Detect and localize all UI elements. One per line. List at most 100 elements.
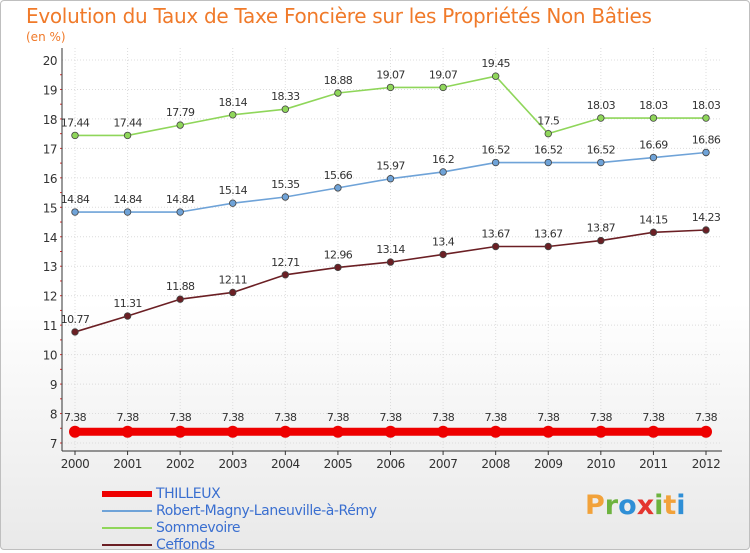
logo-letter: i bbox=[676, 490, 686, 521]
data-label: 15.35 bbox=[271, 178, 300, 191]
legend-item: Sommevoire bbox=[102, 519, 241, 536]
data-point bbox=[649, 153, 658, 162]
data-point bbox=[439, 250, 447, 259]
data-point bbox=[489, 425, 502, 438]
data-label: 7.38 bbox=[432, 411, 455, 424]
y-tick-label: 11 bbox=[43, 319, 57, 333]
data-point bbox=[123, 208, 132, 216]
data-label: 7.38 bbox=[327, 411, 350, 424]
data-label: 18.88 bbox=[324, 74, 353, 87]
data-label: 17.5 bbox=[537, 115, 560, 128]
data-point bbox=[544, 129, 552, 138]
data-label: 13.67 bbox=[481, 227, 510, 240]
data-label: 7.38 bbox=[537, 411, 560, 424]
data-label: 11.31 bbox=[113, 297, 142, 310]
data-label: 7.38 bbox=[642, 411, 665, 424]
logo-letter: r bbox=[604, 490, 619, 521]
x-tick-label: 2002 bbox=[166, 457, 195, 471]
unit-label: (en %) bbox=[26, 30, 66, 44]
x-tick-label: 2009 bbox=[534, 457, 563, 471]
data-label: 13.4 bbox=[432, 235, 455, 248]
data-point bbox=[123, 312, 132, 320]
data-point bbox=[174, 425, 187, 438]
data-label: 14.84 bbox=[61, 193, 90, 206]
data-label: 12.11 bbox=[219, 273, 248, 286]
legend-item: THILLEUX bbox=[102, 485, 221, 502]
series-0: 7.38 7.38 7.38 7.38 7.38 7.38 7.38 7.38 7.38 7.38… bbox=[64, 411, 718, 438]
logo-letter: o bbox=[618, 490, 637, 521]
logo-letter: x bbox=[636, 490, 655, 521]
data-label: 15.66 bbox=[324, 169, 353, 182]
data-label: 15.97 bbox=[376, 160, 405, 173]
data-label: 18.03 bbox=[587, 99, 616, 112]
data-point bbox=[69, 425, 81, 438]
data-label: 18.14 bbox=[219, 96, 248, 109]
data-point bbox=[597, 158, 605, 167]
x-tick-label: 2000 bbox=[61, 457, 90, 471]
data-point bbox=[439, 168, 447, 176]
x-tick-label: 2012 bbox=[692, 457, 721, 471]
data-point bbox=[542, 425, 555, 438]
data-point bbox=[597, 236, 605, 245]
data-point bbox=[702, 148, 710, 157]
data-label: 14.84 bbox=[113, 193, 142, 206]
y-tick-label: 12 bbox=[43, 290, 57, 304]
legend-label: Ceffonds bbox=[156, 536, 215, 553]
legend-item: Ceffonds bbox=[102, 536, 215, 553]
data-label: 19.07 bbox=[429, 68, 458, 81]
data-point bbox=[491, 242, 500, 251]
data-label: 7.38 bbox=[379, 411, 402, 424]
data-label: 10.77 bbox=[61, 313, 90, 326]
data-label: 16.86 bbox=[692, 134, 721, 147]
legend-swatch bbox=[102, 543, 152, 546]
data-point bbox=[176, 121, 184, 129]
series-3: 10.77 11.31 11.88 12.11 12.71 12.96 13.14 13.4 1… bbox=[61, 211, 721, 336]
series-layer: 7.38 7.38 7.38 7.38 7.38 7.38 7.38 7.38 7.38 7.38… bbox=[61, 57, 721, 438]
data-point bbox=[334, 89, 342, 97]
x-tick-label: 2007 bbox=[429, 457, 458, 471]
data-label: 11.88 bbox=[166, 280, 195, 293]
data-point bbox=[702, 226, 710, 234]
legend-label: THILLEUX bbox=[156, 485, 221, 502]
logo-letter: t bbox=[663, 490, 677, 521]
data-label: 16.2 bbox=[432, 153, 454, 166]
series-1: 14.84 14.84 14.84 15.14 15.35 15.66 15.97 16.2 1… bbox=[61, 134, 721, 216]
data-label: 12.96 bbox=[324, 248, 353, 261]
legend-label: Sommevoire bbox=[156, 519, 241, 536]
data-point bbox=[649, 228, 658, 237]
data-label: 18.03 bbox=[692, 99, 721, 112]
data-label: 14.84 bbox=[166, 193, 195, 206]
legend-swatch bbox=[102, 509, 152, 512]
data-label: 7.38 bbox=[695, 411, 718, 424]
data-point bbox=[386, 83, 395, 92]
data-label: 7.38 bbox=[117, 411, 140, 424]
data-point bbox=[279, 425, 292, 438]
legend-label: Robert-Magny-Laneuville-à-Rémy bbox=[156, 502, 377, 519]
data-point bbox=[281, 271, 290, 279]
logo-letter: i bbox=[654, 490, 664, 521]
y-tick-label: 19 bbox=[43, 83, 57, 97]
data-label: 12.71 bbox=[271, 256, 300, 269]
y-tick-label: 14 bbox=[43, 231, 57, 245]
data-point bbox=[229, 111, 237, 119]
data-point bbox=[491, 158, 500, 167]
data-point bbox=[229, 288, 237, 297]
data-point bbox=[437, 425, 450, 438]
y-tick-label: 8 bbox=[50, 408, 57, 422]
data-point bbox=[71, 131, 79, 140]
data-point bbox=[700, 425, 712, 438]
data-point bbox=[281, 105, 290, 113]
data-point bbox=[594, 425, 607, 438]
data-point bbox=[334, 184, 342, 192]
data-point bbox=[176, 295, 184, 303]
y-tick-label: 9 bbox=[50, 378, 57, 392]
data-point bbox=[491, 72, 500, 80]
data-point bbox=[123, 131, 132, 140]
data-point bbox=[386, 258, 395, 266]
data-label: 16.69 bbox=[639, 139, 668, 152]
y-tick-label: 7 bbox=[50, 437, 57, 451]
data-label: 18.33 bbox=[271, 90, 300, 103]
series-2: 17.44 17.44 17.79 18.14 18.33 18.88 19.07 19.07… bbox=[61, 57, 721, 140]
